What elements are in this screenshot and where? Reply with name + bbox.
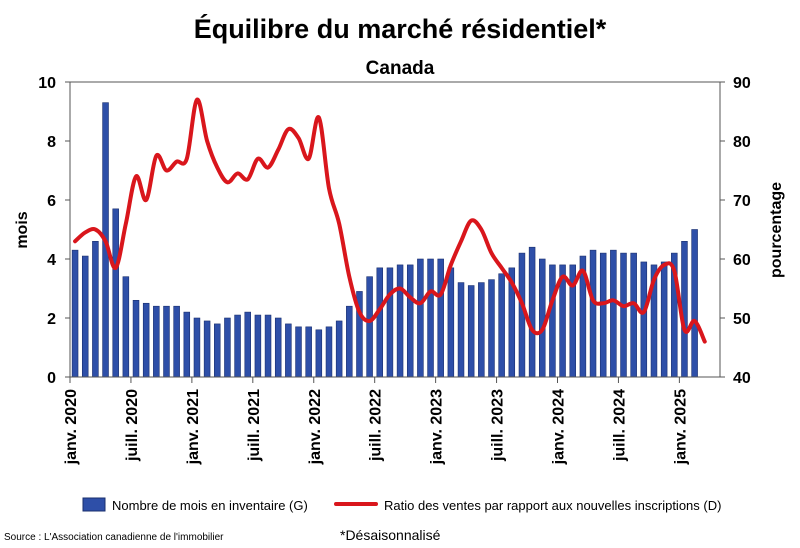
legend-line-label: Ratio des ventes par rapport aux nouvell…	[384, 498, 721, 513]
x-tick-label: janv. 2023	[429, 389, 446, 465]
bar	[183, 311, 191, 378]
y-tick-label-right: 90	[733, 75, 751, 92]
bar	[498, 273, 505, 378]
y-tick-label-right: 40	[733, 370, 751, 387]
bar	[142, 302, 150, 378]
bar	[92, 241, 99, 378]
bar	[335, 320, 343, 378]
bar	[325, 326, 333, 378]
bar	[539, 258, 546, 378]
bar	[305, 326, 312, 378]
bar	[366, 276, 373, 378]
x-tick-label: janv. 2024	[551, 389, 568, 465]
bar	[589, 249, 597, 378]
bar	[224, 317, 231, 378]
legend-bar-label: Nombre de mois en inventaire (G)	[112, 498, 308, 513]
bar	[417, 258, 424, 378]
bar	[630, 252, 637, 378]
y-tick-label-left: 6	[47, 193, 56, 210]
bar	[447, 267, 455, 378]
bar	[295, 326, 302, 378]
bar	[285, 323, 292, 378]
bar	[478, 282, 485, 378]
bar	[518, 252, 526, 378]
bar	[132, 299, 140, 378]
x-axis: janv. 2020 juill. 2020 janv. 2021 juill. 20…	[63, 377, 689, 465]
bar	[214, 323, 221, 378]
bar	[346, 305, 353, 378]
bar	[264, 314, 272, 378]
bar	[528, 246, 536, 378]
y-axis-label-left: mois	[14, 211, 31, 248]
y-tick-label-right: 50	[733, 311, 751, 328]
x-tick-label: janv. 2020	[63, 389, 80, 465]
y-tick-label-left: 0	[47, 370, 56, 387]
bar	[122, 276, 130, 378]
bar	[153, 305, 160, 378]
bar	[315, 329, 323, 378]
bar	[396, 264, 404, 378]
y-tick-label-left: 4	[47, 252, 56, 269]
y-tick-label-left: 8	[47, 134, 56, 151]
x-tick-label: juill. 2020	[124, 389, 141, 462]
x-tick-label: juill. 2022	[368, 389, 385, 462]
bar	[640, 261, 648, 378]
bar	[81, 255, 89, 378]
bar	[457, 282, 465, 378]
bar	[274, 317, 282, 378]
y-axis-label-right: pourcentage	[768, 182, 785, 278]
y-tick-label-left: 10	[38, 75, 56, 92]
bar	[549, 264, 556, 378]
x-tick-label: janv. 2025	[672, 389, 689, 465]
ratio-line	[73, 97, 707, 344]
left-axis: 0 2 4 6 8 10	[38, 75, 70, 387]
plot-frame	[69, 81, 721, 378]
bar	[620, 252, 627, 378]
legend-bar-swatch	[82, 497, 106, 512]
bar-series	[71, 102, 698, 378]
chart-title: Équilibre du marché résidentiel*	[194, 13, 607, 44]
bar	[234, 314, 241, 378]
bar	[244, 311, 251, 378]
bar	[437, 258, 444, 378]
bar	[488, 279, 495, 378]
y-tick-label-right: 60	[733, 252, 751, 269]
footnote: *Désaisonnalisé	[340, 527, 441, 543]
y-tick-label-left: 2	[47, 311, 56, 328]
bar	[660, 261, 668, 378]
bar	[467, 285, 475, 378]
chart-subtitle: Canada	[366, 58, 435, 79]
y-tick-label-right: 80	[733, 134, 751, 151]
bar	[386, 267, 394, 378]
bar	[376, 267, 384, 378]
bar	[254, 314, 262, 378]
x-tick-label: janv. 2022	[307, 389, 324, 465]
bar	[610, 249, 617, 378]
x-tick-label: janv. 2021	[185, 389, 202, 465]
bar	[599, 252, 607, 378]
source-note: Source : L'Association canadienne de l'i…	[4, 532, 224, 543]
bar	[173, 305, 180, 378]
bar	[691, 229, 698, 378]
line-series	[73, 97, 707, 344]
legend: Nombre de mois en inventaire (G) Ratio d…	[82, 497, 721, 513]
bar	[203, 320, 211, 378]
bar	[163, 305, 170, 378]
bar	[193, 317, 201, 378]
x-tick-label: juill. 2021	[246, 389, 263, 462]
x-tick-label: juill. 2023	[490, 389, 507, 462]
bar	[71, 249, 79, 378]
bar	[427, 258, 434, 378]
right-axis: 40 50 60 70 80 90	[720, 75, 751, 387]
x-tick-label: juill. 2024	[611, 389, 628, 462]
y-tick-label-right: 70	[733, 193, 751, 210]
bar	[406, 264, 414, 378]
bar	[112, 208, 119, 378]
